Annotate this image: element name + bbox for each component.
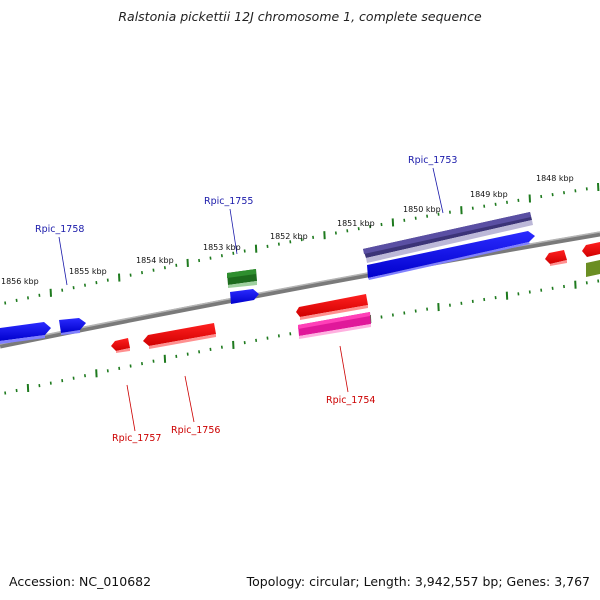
- scale-label-1854: 1854 kbp: [136, 256, 174, 265]
- scale-label-1853: 1853 kbp: [203, 243, 241, 252]
- leader-rpic-1757: [126, 384, 136, 432]
- gene-reverse-red-center[interactable]: [296, 294, 368, 320]
- gene-forward-blue-long[interactable]: [367, 231, 535, 280]
- leader-rpic-1753: [432, 167, 444, 214]
- gene-forward-blue-small[interactable]: [230, 289, 259, 304]
- scale-label-1856: 1856 kbp: [1, 277, 39, 286]
- gene-rpic-1757-feature[interactable]: [111, 338, 130, 353]
- gene-rpic-1756-feature[interactable]: [143, 323, 216, 349]
- gene-label-rpic-1753[interactable]: Rpic_1753: [408, 155, 457, 166]
- accession-text: Accession: NC_010682: [9, 574, 152, 589]
- gene-rpic-1754-feature[interactable]: [298, 312, 371, 339]
- gene-reverse-olive-edge[interactable]: [586, 260, 600, 277]
- scale-label-1855: 1855 kbp: [69, 267, 107, 276]
- leader-rpic-1755: [229, 208, 238, 255]
- scale-label-1848: 1848 kbp: [536, 174, 574, 183]
- gene-reverse-red-edge[interactable]: [582, 242, 600, 257]
- gene-label-rpic-1757[interactable]: Rpic_1757: [112, 433, 161, 444]
- gene-rpic-1753-feature[interactable]: [363, 212, 533, 263]
- map-title: Ralstonia pickettii 12J chromosome 1, co…: [118, 9, 482, 24]
- forward-scale-ticks: [4, 182, 600, 305]
- leader-rpic-1754: [339, 345, 349, 393]
- gene-label-rpic-1758[interactable]: Rpic_1758: [35, 224, 84, 235]
- leader-rpic-1758: [58, 236, 68, 286]
- gene-label-rpic-1755[interactable]: Rpic_1755: [204, 196, 253, 207]
- topology-text: Topology: circular; Length: 3,942,557 bp…: [246, 574, 590, 589]
- leader-rpic-1756: [184, 375, 195, 423]
- genome-backbone: [0, 231, 600, 349]
- gene-rpic-1755-feature[interactable]: [227, 269, 257, 288]
- scale-label-1851: 1851 kbp: [337, 219, 375, 228]
- gene-label-rpic-1756[interactable]: Rpic_1756: [171, 425, 220, 436]
- scale-label-1852: 1852 kbp: [270, 232, 308, 241]
- scale-label-1850: 1850 kbp: [403, 205, 441, 214]
- scale-label-1849: 1849 kbp: [470, 190, 508, 199]
- gene-rpic-1758-feature[interactable]: [59, 318, 86, 335]
- gene-label-rpic-1754[interactable]: Rpic_1754: [326, 395, 375, 406]
- gene-forward-blue-left[interactable]: [0, 322, 51, 344]
- gene-reverse-red-right[interactable]: [545, 250, 567, 266]
